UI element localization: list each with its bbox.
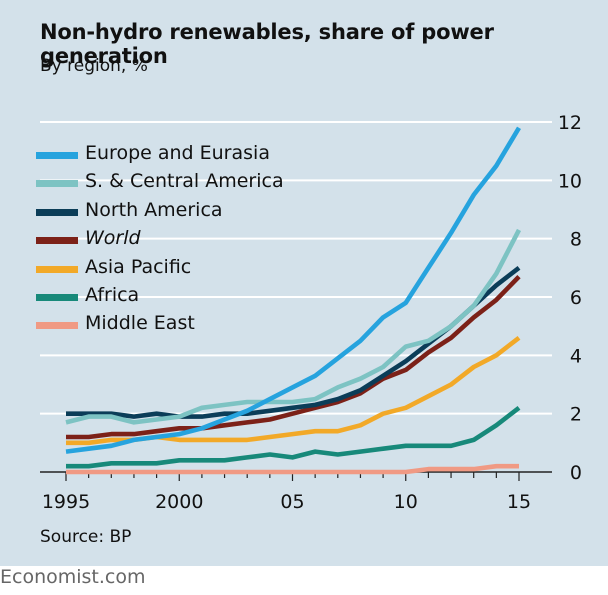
legend-label: Africa (85, 283, 140, 306)
y-tick-label: 4 (570, 345, 582, 367)
series-line-middle-east (66, 463, 519, 475)
legend-swatch (36, 265, 78, 273)
legend-swatch (36, 208, 78, 216)
line-chart: 1995 2000 05 10 15 0 2 4 6 8 10 12 (40, 112, 582, 513)
series-line-europe-and-eurasia (65, 126, 521, 454)
legend-swatch (36, 152, 78, 159)
chart-frame: 1995 2000 05 10 15 0 2 4 6 8 10 12 Non-hydro renew… (0, 0, 608, 566)
y-tick-label: 0 (570, 462, 582, 484)
publisher-credit: Economist.com (0, 566, 146, 588)
y-tick-label: 2 (570, 404, 582, 426)
x-tick-label: 10 (394, 491, 418, 513)
series-lines (65, 126, 522, 475)
series-line-africa (66, 405, 521, 469)
y-tick-label: 10 (558, 170, 582, 192)
legend-label: World (85, 227, 141, 250)
legend-swatch (36, 237, 78, 245)
legend-label: Europe and Eurasia (85, 142, 270, 164)
x-tick-label: 05 (280, 491, 304, 513)
legend-swatch (36, 293, 78, 301)
gridlines (40, 121, 552, 415)
series-line-s-central-america (65, 228, 522, 425)
y-tick-label: 8 (570, 229, 582, 251)
x-tick-label: 1995 (42, 491, 90, 513)
chart-subtitle: By region, % (40, 56, 148, 76)
chart-title: Non-hydro renewables, share of power gen… (40, 20, 494, 68)
series-line-world (66, 274, 521, 440)
x-tick-label: 15 (507, 491, 531, 513)
y-axis: 0 2 4 6 8 10 12 (558, 112, 582, 484)
series-line-asia-pacific (66, 335, 521, 446)
legend-swatch (36, 180, 78, 188)
x-axis: 1995 2000 05 10 15 (40, 471, 552, 513)
y-tick-label: 12 (558, 112, 582, 134)
legend-label: Asia Pacific (85, 255, 192, 278)
legend-label: Middle East (85, 312, 195, 335)
source-note: Source: BP (40, 527, 132, 547)
x-tick-label: 2000 (155, 491, 203, 513)
y-tick-label: 6 (570, 287, 582, 309)
legend-swatch (36, 322, 78, 330)
legend-label: North America (85, 198, 223, 221)
legend-label: S. & Central America (85, 170, 284, 193)
